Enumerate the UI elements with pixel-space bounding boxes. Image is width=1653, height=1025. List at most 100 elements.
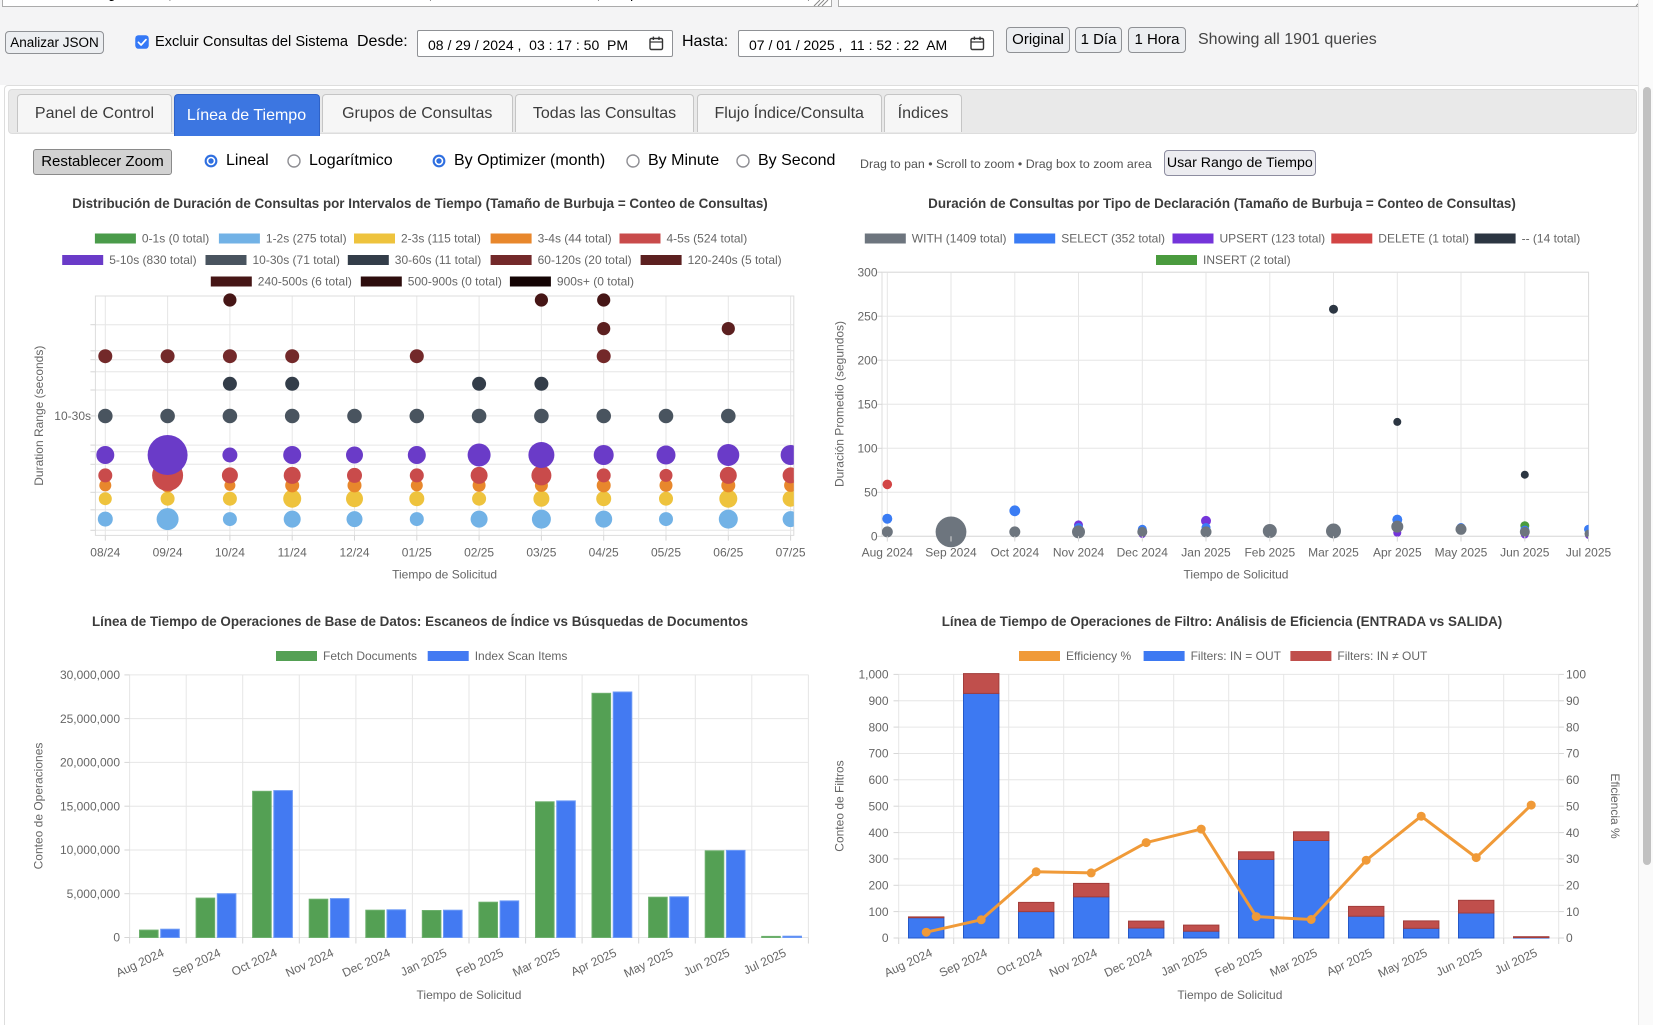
svg-text:15,000,000: 15,000,000 (60, 799, 120, 813)
svg-text:Duration Range (seconds): Duration Range (seconds) (32, 346, 46, 486)
svg-text:Aug 2024: Aug 2024 (882, 945, 935, 980)
svg-text:Fetch Documents: Fetch Documents (323, 649, 417, 663)
svg-text:240-500s (6 total): 240-500s (6 total) (258, 275, 352, 289)
svg-text:Dec 2024: Dec 2024 (1117, 546, 1169, 560)
svg-text:Mar 2025: Mar 2025 (1268, 945, 1320, 979)
svg-text:250: 250 (857, 309, 877, 323)
svg-text:300: 300 (868, 852, 888, 866)
svg-text:0: 0 (882, 931, 889, 945)
svg-text:800: 800 (868, 720, 888, 734)
svg-text:Línea de Tiempo de Operaciones: Línea de Tiempo de Operaciones de Base d… (92, 614, 748, 629)
svg-text:400: 400 (868, 826, 888, 840)
svg-text:Jun 2025: Jun 2025 (1500, 546, 1550, 560)
svg-text:Dec 2024: Dec 2024 (1102, 945, 1155, 980)
svg-text:-- (14 total): -- (14 total) (1522, 232, 1581, 246)
svg-text:40: 40 (1566, 826, 1580, 840)
svg-text:Jun 2025: Jun 2025 (1434, 945, 1485, 979)
svg-text:10: 10 (1566, 905, 1580, 919)
svg-text:Oct 2024: Oct 2024 (990, 546, 1039, 560)
svg-text:WITH (1409 total): WITH (1409 total) (912, 232, 1007, 246)
svg-text:01/25: 01/25 (402, 546, 432, 560)
svg-text:60-120s (20 total): 60-120s (20 total) (538, 253, 632, 267)
svg-text:0: 0 (871, 530, 878, 544)
svg-text:02/25: 02/25 (464, 546, 494, 560)
svg-text:Filters: IN ≠ OUT: Filters: IN ≠ OUT (1337, 649, 1428, 663)
svg-text:Eficiencia %: Eficiencia % (1608, 773, 1622, 839)
svg-text:Conteo de Operaciones: Conteo de Operaciones (32, 743, 46, 870)
svg-text:700: 700 (868, 747, 888, 761)
svg-text:Sep 2024: Sep 2024 (170, 945, 223, 980)
svg-text:Mar 2025: Mar 2025 (1308, 546, 1359, 560)
svg-text:Tiempo de Solicitud: Tiempo de Solicitud (1177, 988, 1282, 1002)
svg-text:06/25: 06/25 (713, 546, 743, 560)
svg-text:Feb 2025: Feb 2025 (454, 945, 506, 979)
svg-text:Apr 2025: Apr 2025 (569, 945, 619, 978)
svg-text:200: 200 (868, 879, 888, 893)
svg-text:Filters: IN = OUT: Filters: IN = OUT (1191, 649, 1282, 663)
svg-text:150: 150 (857, 398, 877, 412)
svg-text:Tiempo de Solicitud: Tiempo de Solicitud (1184, 568, 1289, 582)
svg-text:10/24: 10/24 (215, 546, 245, 560)
svg-text:May 2025: May 2025 (622, 945, 676, 980)
svg-text:INSERT (2 total): INSERT (2 total) (1203, 253, 1291, 267)
svg-text:Sep 2024: Sep 2024 (937, 945, 990, 980)
svg-text:05/25: 05/25 (651, 546, 681, 560)
svg-text:Jan 2025: Jan 2025 (1159, 945, 1210, 979)
svg-text:Jun 2025: Jun 2025 (681, 945, 732, 979)
svg-text:Duración Promedio (segundos): Duración Promedio (segundos) (833, 321, 847, 487)
svg-text:900: 900 (868, 694, 888, 708)
svg-text:UPSERT (123 total): UPSERT (123 total) (1220, 232, 1326, 246)
svg-text:30,000,000: 30,000,000 (60, 668, 120, 682)
svg-text:50: 50 (864, 486, 878, 500)
svg-text:Duración de Consultas por Tipo: Duración de Consultas por Tipo de Declar… (928, 196, 1516, 211)
svg-text:500: 500 (868, 799, 888, 813)
svg-text:0: 0 (113, 931, 120, 945)
svg-text:Jan 2025: Jan 2025 (1181, 546, 1231, 560)
svg-text:600: 600 (868, 773, 888, 787)
svg-text:03/25: 03/25 (526, 546, 556, 560)
svg-text:10-30s: 10-30s (54, 409, 91, 423)
svg-text:Apr 2025: Apr 2025 (1324, 945, 1374, 978)
svg-text:Jul 2025: Jul 2025 (1492, 945, 1539, 977)
svg-text:Nov 2024: Nov 2024 (1047, 945, 1100, 980)
svg-text:Oct 2024: Oct 2024 (994, 945, 1044, 978)
svg-text:1,000: 1,000 (858, 668, 888, 682)
svg-text:3-4s (44 total): 3-4s (44 total) (538, 232, 612, 246)
svg-text:100: 100 (857, 442, 877, 456)
svg-text:2-3s (115 total): 2-3s (115 total) (401, 232, 481, 246)
svg-text:Dec 2024: Dec 2024 (340, 945, 393, 980)
svg-text:May 2025: May 2025 (1376, 945, 1430, 980)
svg-text:10,000,000: 10,000,000 (60, 843, 120, 857)
svg-text:Tiempo de Solicitud: Tiempo de Solicitud (392, 568, 497, 582)
svg-text:60: 60 (1566, 773, 1580, 787)
svg-text:4-5s (524 total): 4-5s (524 total) (667, 232, 748, 246)
svg-text:DELETE (1 total): DELETE (1 total) (1378, 232, 1469, 246)
svg-text:May 2025: May 2025 (1435, 546, 1488, 560)
svg-text:5,000,000: 5,000,000 (67, 887, 121, 901)
svg-text:Aug 2024: Aug 2024 (862, 546, 914, 560)
svg-text:Conteo de Filtros: Conteo de Filtros (833, 760, 847, 851)
svg-text:SELECT (352 total): SELECT (352 total) (1061, 232, 1165, 246)
svg-text:Jan 2025: Jan 2025 (398, 945, 449, 979)
svg-text:Línea de Tiempo de Operaciones: Línea de Tiempo de Operaciones de Filtro… (942, 614, 1503, 629)
svg-text:300: 300 (857, 265, 877, 279)
svg-text:08/24: 08/24 (90, 546, 120, 560)
svg-text:09/24: 09/24 (153, 546, 183, 560)
svg-text:10-30s (71 total): 10-30s (71 total) (253, 253, 340, 267)
svg-text:Aug 2024: Aug 2024 (114, 945, 167, 980)
svg-text:30-60s (11 total): 30-60s (11 total) (395, 253, 482, 267)
svg-text:11/24: 11/24 (278, 546, 307, 560)
svg-text:80: 80 (1566, 720, 1580, 734)
svg-text:07/25: 07/25 (776, 546, 806, 560)
svg-text:Oct 2024: Oct 2024 (229, 945, 279, 978)
svg-text:500-900s (0 total): 500-900s (0 total) (408, 275, 502, 289)
svg-text:50: 50 (1566, 799, 1580, 813)
svg-text:Sep 2024: Sep 2024 (925, 546, 977, 560)
svg-text:20: 20 (1566, 879, 1580, 893)
svg-text:04/25: 04/25 (589, 546, 619, 560)
svg-text:100: 100 (868, 905, 888, 919)
svg-text:20,000,000: 20,000,000 (60, 756, 120, 770)
svg-text:Tiempo de Solicitud: Tiempo de Solicitud (417, 988, 522, 1002)
svg-text:30: 30 (1566, 852, 1580, 866)
svg-text:120-240s (5 total): 120-240s (5 total) (688, 253, 782, 267)
